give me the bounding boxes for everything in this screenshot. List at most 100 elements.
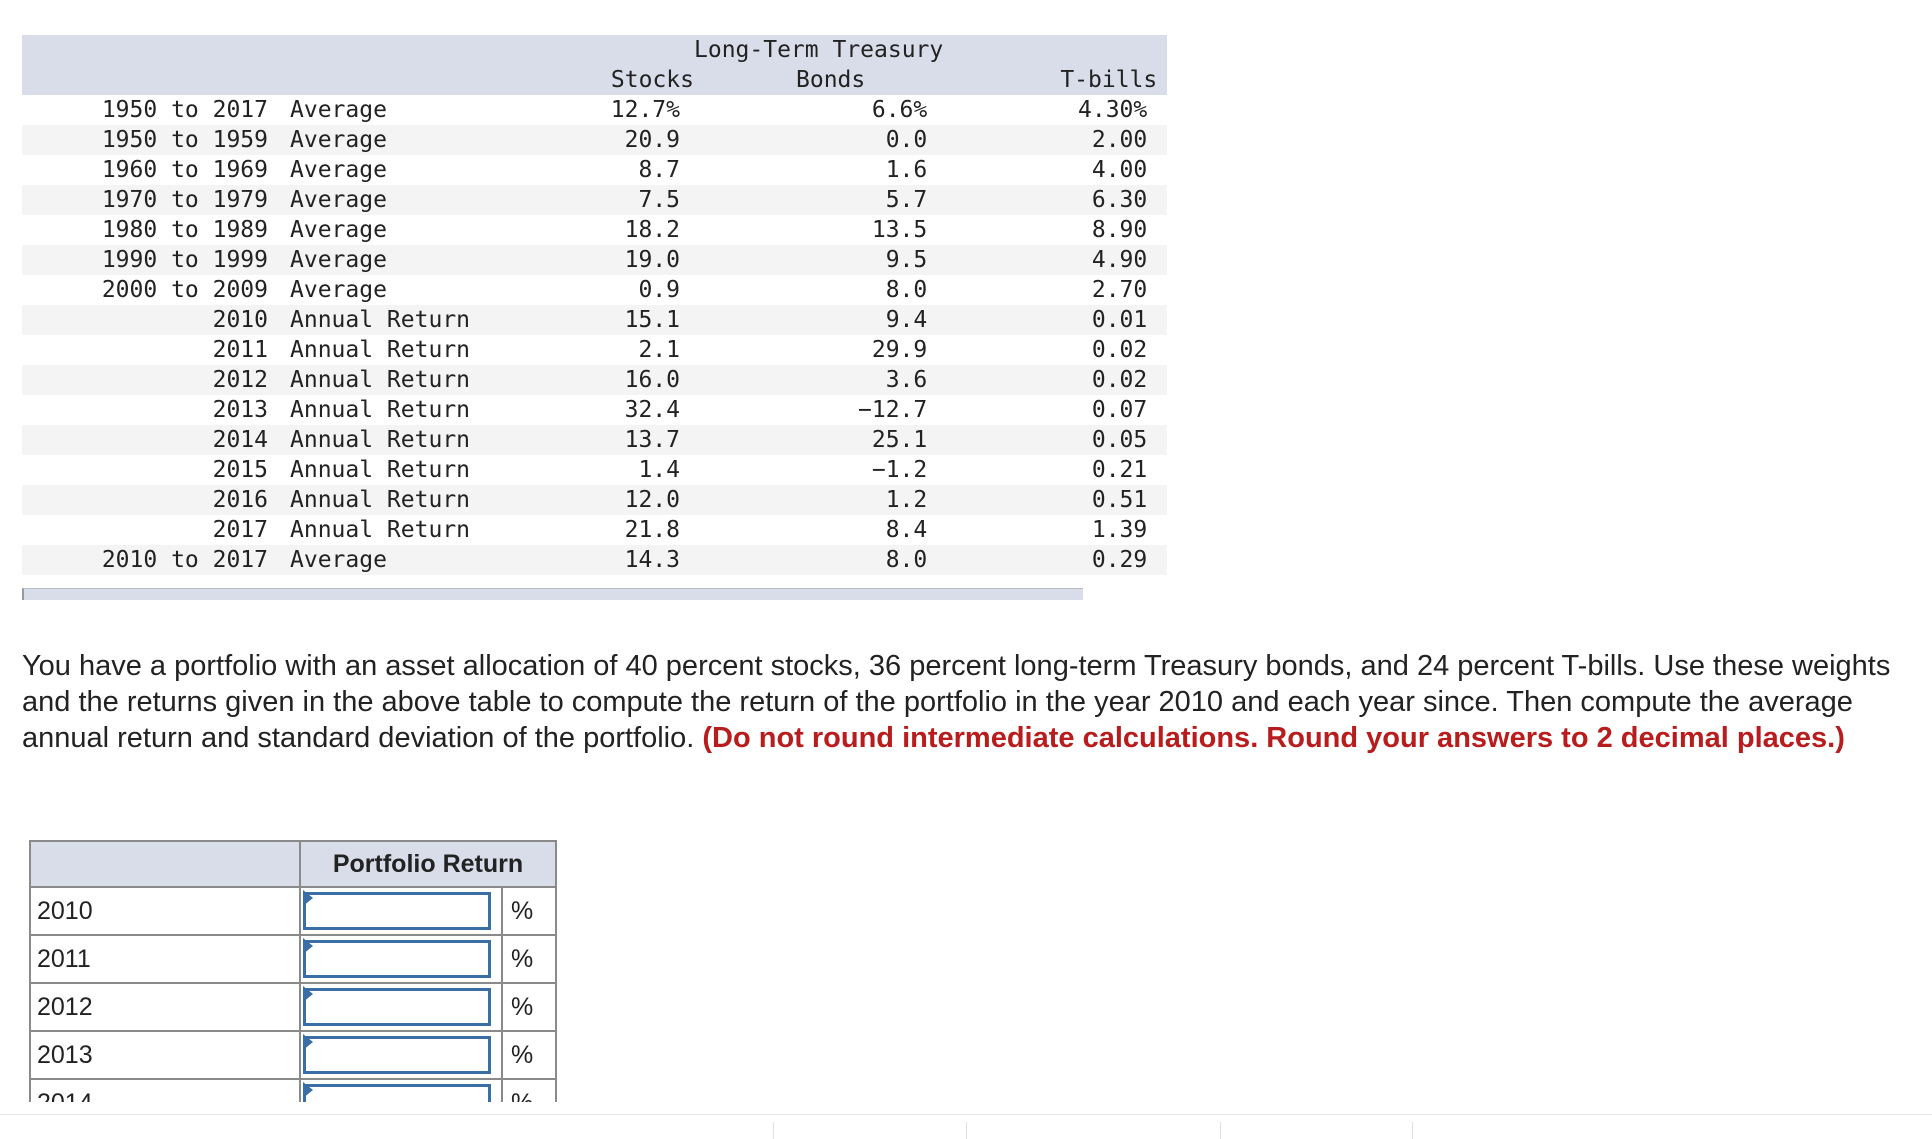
question-instruction: (Do not round intermediate calculations.… <box>702 722 1845 754</box>
tbills-cell: 8.90 <box>1091 217 1148 243</box>
stocks-cell: 20.9 <box>624 127 680 153</box>
returns-row: 2014 Annual Return 13.7 25.1 0.05 <box>22 425 1168 455</box>
stocks-cell: 2.1 <box>638 337 680 363</box>
tbills-cell: 4.00 <box>1091 157 1148 183</box>
period-cell: 2014 <box>212 427 268 453</box>
portfolio-return-input[interactable] <box>303 988 491 1026</box>
tbills-cell: 0.29 <box>1091 547 1148 573</box>
tbills-cell: 4.30% <box>1078 97 1148 123</box>
answer-table: Portfolio Return 2010%2011%2012%2013%201… <box>29 840 557 1102</box>
description-cell: Annual Return <box>290 517 471 543</box>
stocks-cell: 14.3 <box>624 547 680 573</box>
percent-unit: % <box>501 1078 557 1102</box>
bonds-cell: 25.1 <box>871 427 928 453</box>
bonds-cell: 29.9 <box>871 337 928 363</box>
returns-row: 1960 to 1969 Average 8.7 1.6 4.00 <box>22 155 1168 185</box>
header-tbills: T-bills <box>1060 67 1158 93</box>
returns-row: 1950 to 2017 Average 12.7% 6.6% 4.30% <box>22 95 1168 125</box>
description-cell: Average <box>290 247 387 273</box>
input-marker-icon <box>303 890 313 906</box>
returns-row: 2011 Annual Return 2.1 29.9 0.02 <box>22 335 1168 365</box>
tbills-cell: 0.51 <box>1091 487 1148 513</box>
bonds-cell: −12.7 <box>858 397 928 423</box>
bonds-cell: 9.4 <box>885 307 928 333</box>
tbills-cell: 2.00 <box>1091 127 1148 153</box>
header-portfolio-return: Portfolio Return <box>299 840 557 888</box>
answer-year-label: 2013 <box>29 1030 301 1080</box>
tbills-cell: 1.39 <box>1091 517 1148 543</box>
answer-year-label: 2010 <box>29 886 301 936</box>
period-cell: 1980 to 1989 <box>101 217 268 243</box>
returns-row: 2013 Annual Return 32.4 −12.7 0.07 <box>22 395 1168 425</box>
answer-header-row: Portfolio Return <box>29 840 557 888</box>
percent-unit: % <box>501 886 557 936</box>
period-cell: 2016 <box>212 487 268 513</box>
footer-separator <box>966 1122 967 1139</box>
bonds-cell: 0.0 <box>885 127 928 153</box>
period-cell: 2011 <box>212 337 268 363</box>
answer-body: 2010%2011%2012%2013%2014% <box>29 886 557 1102</box>
footer-separator <box>1220 1122 1221 1139</box>
bonds-cell: −1.2 <box>871 457 928 483</box>
portfolio-return-input[interactable] <box>303 940 491 978</box>
period-cell: 2015 <box>212 457 268 483</box>
portfolio-return-input[interactable] <box>303 1036 491 1074</box>
percent-unit: % <box>501 982 557 1032</box>
bonds-cell: 5.7 <box>885 187 928 213</box>
period-cell: 2010 <box>212 307 268 333</box>
description-cell: Annual Return <box>290 367 471 393</box>
stocks-cell: 13.7 <box>624 427 680 453</box>
description-cell: Average <box>290 97 387 123</box>
description-cell: Annual Return <box>290 307 471 333</box>
input-marker-icon <box>303 986 313 1002</box>
answer-year-label: 2012 <box>29 982 301 1032</box>
answer-input-cell <box>299 982 503 1032</box>
period-cell: 2012 <box>212 367 268 393</box>
header-stocks: Stocks <box>610 67 694 93</box>
answer-table-wrap: Portfolio Return 2010%2011%2012%2013%201… <box>29 840 559 1102</box>
description-cell: Average <box>290 217 387 243</box>
period-cell: 1970 to 1979 <box>101 187 268 213</box>
bottom-divider <box>0 1114 1932 1115</box>
stocks-cell: 16.0 <box>624 367 680 393</box>
question-text: You have a portfolio with an asset alloc… <box>22 648 1902 756</box>
bonds-cell: 8.0 <box>885 547 928 573</box>
description-cell: Annual Return <box>290 397 471 423</box>
description-cell: Average <box>290 187 387 213</box>
returns-row: 2010 Annual Return 15.1 9.4 0.01 <box>22 305 1168 335</box>
period-cell: 1950 to 2017 <box>101 97 268 123</box>
question-body: You have a portfolio with an asset alloc… <box>22 650 1891 754</box>
description-cell: Annual Return <box>290 337 471 363</box>
period-cell: 2010 to 2017 <box>101 547 268 573</box>
stocks-cell: 19.0 <box>624 247 680 273</box>
description-cell: Average <box>290 127 387 153</box>
tbills-cell: 0.01 <box>1091 307 1148 333</box>
answer-row: 2012% <box>29 982 557 1032</box>
bonds-cell: 8.4 <box>885 517 928 543</box>
bonds-cell: 1.6 <box>885 157 928 183</box>
footer-separator <box>773 1122 774 1139</box>
returns-row: 2015 Annual Return 1.4 −1.2 0.21 <box>22 455 1168 485</box>
tbills-cell: 0.21 <box>1091 457 1148 483</box>
tbills-cell: 4.90 <box>1091 247 1148 273</box>
returns-row: 2010 to 2017 Average 14.3 8.0 0.29 <box>22 545 1168 575</box>
portfolio-return-input[interactable] <box>303 1084 491 1102</box>
answer-year-label: 2014 <box>29 1078 301 1102</box>
stocks-cell: 18.2 <box>624 217 680 243</box>
stocks-cell: 32.4 <box>624 397 680 423</box>
tbills-cell: 0.02 <box>1091 337 1148 363</box>
stocks-cell: 0.9 <box>638 277 680 303</box>
bonds-cell: 9.5 <box>885 247 928 273</box>
stocks-cell: 8.7 <box>638 157 680 183</box>
description-cell: Annual Return <box>290 487 471 513</box>
stocks-cell: 1.4 <box>638 457 680 483</box>
description-cell: Average <box>290 277 387 303</box>
returns-table: Long-Term Treasury Stocks Bonds T-bills … <box>22 35 1168 575</box>
description-cell: Annual Return <box>290 427 471 453</box>
header-bonds: Bonds <box>796 67 866 93</box>
returns-row: 2017 Annual Return 21.8 8.4 1.39 <box>22 515 1168 545</box>
answer-row: 2013% <box>29 1030 557 1080</box>
input-marker-icon <box>303 1034 313 1050</box>
portfolio-return-input[interactable] <box>303 892 491 930</box>
description-cell: Annual Return <box>290 457 471 483</box>
